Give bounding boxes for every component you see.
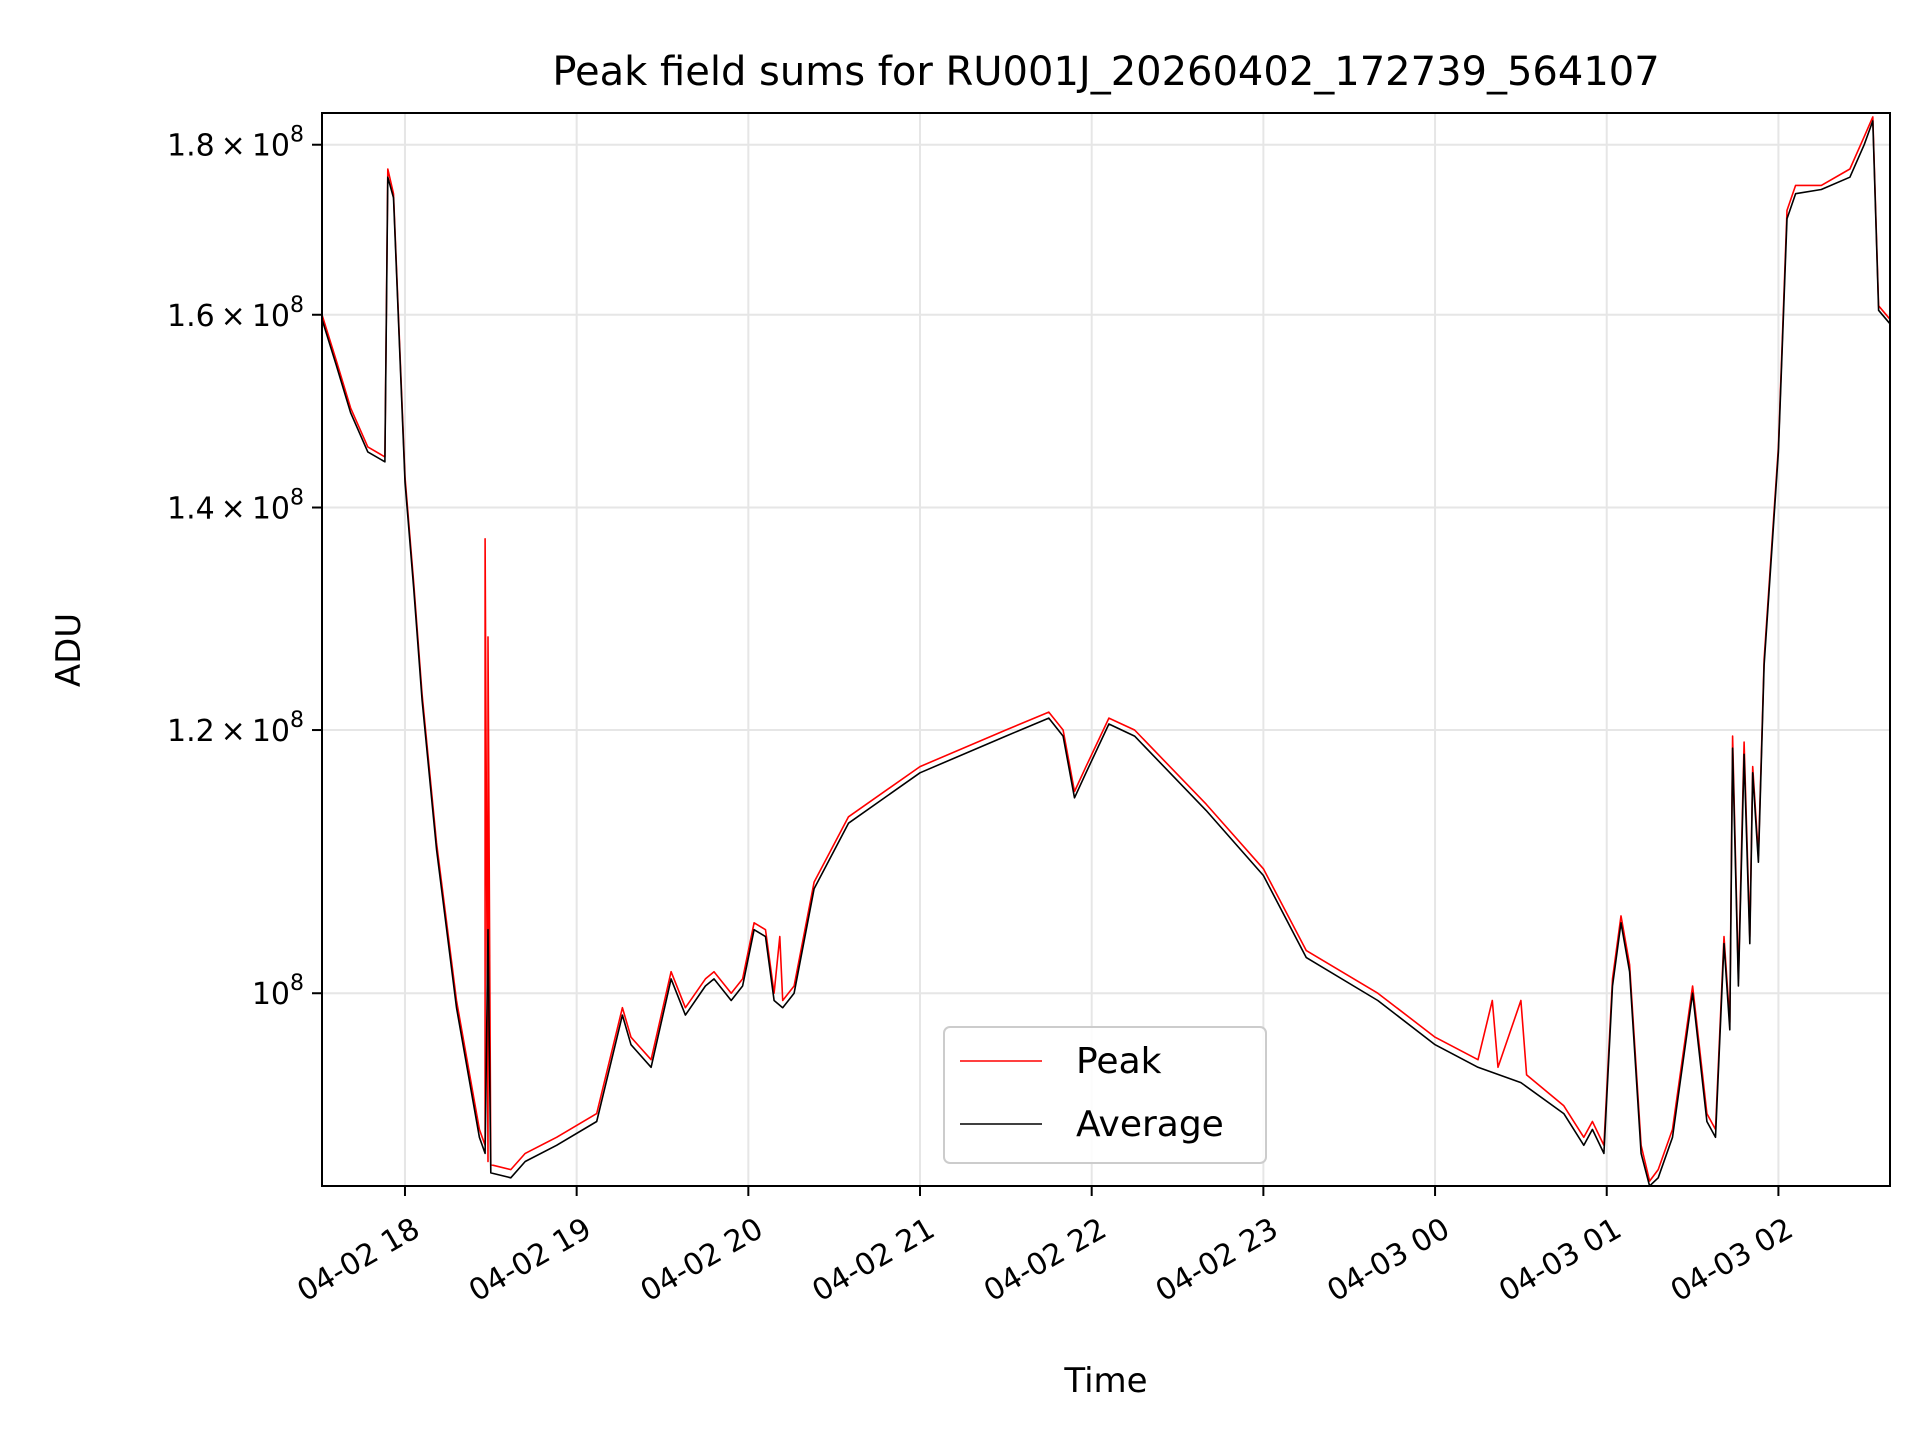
y-tick-label: 1.2 × 108 [167,708,304,749]
plot-area-frame [321,112,1891,1187]
y-tick-label: 1.8 × 108 [167,123,304,164]
legend-label-peak: Peak [1076,1041,1162,1082]
chart-title: Peak field sums for RU001J_20260402_1727… [552,49,1659,95]
legend-label-average: Average [1076,1104,1224,1145]
series-line-average [322,120,1890,1186]
legend: Peak Average [943,1026,1267,1164]
x-axis-title: Time [1063,1361,1147,1401]
y-tick-label: 1.6 × 108 [167,293,304,334]
plot-series [322,116,1890,1186]
y-tick-label: 108 [252,971,304,1012]
y-tick-label: 1.4 × 108 [167,486,304,527]
y-axis-title: ADU [49,613,89,687]
y-axis: 108 1.2 × 108 1.4 × 108 1.6 × 108 1.8 × 108 [167,123,322,1012]
